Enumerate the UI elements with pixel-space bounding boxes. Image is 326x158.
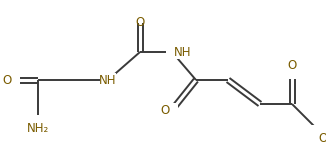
Text: O: O [135,16,145,29]
Text: OH: OH [318,132,326,145]
Bar [4,73,20,87]
Bar [30,115,46,129]
Bar [162,103,178,117]
Text: O: O [161,103,170,116]
Text: NH: NH [174,46,191,58]
Bar [132,9,148,23]
Text: NH₂: NH₂ [27,122,49,135]
Text: O: O [3,73,12,86]
Text: NH: NH [99,73,117,86]
Bar [310,125,326,139]
Bar [100,73,116,87]
Bar [166,45,182,59]
Text: O: O [288,59,297,72]
Bar [284,65,300,79]
